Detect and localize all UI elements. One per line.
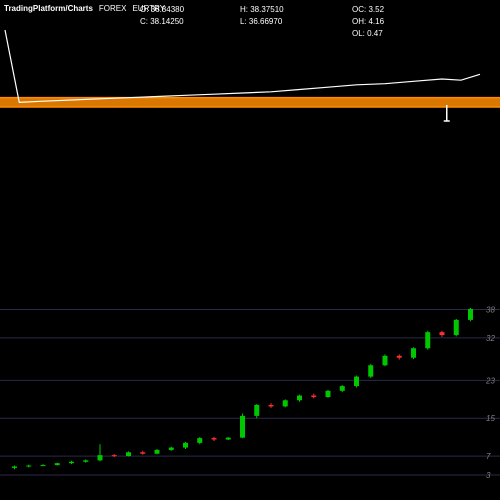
candle-body[interactable] xyxy=(112,455,117,456)
candle-body[interactable] xyxy=(454,320,459,335)
candle-body[interactable] xyxy=(311,396,316,397)
candle-body[interactable] xyxy=(26,466,31,467)
candle-body[interactable] xyxy=(254,405,259,416)
chart-container: 38 32 23 15 7 3 TradingPlatform/Charts FOREX … xyxy=(0,0,500,500)
platform-title: TradingPlatform/Charts xyxy=(4,4,93,13)
chart-svg[interactable]: 38 32 23 15 7 3 xyxy=(0,0,500,500)
candle-body[interactable] xyxy=(240,416,245,438)
candle-body[interactable] xyxy=(83,460,88,461)
y-axis-label: 23 xyxy=(485,376,495,385)
candle-body[interactable] xyxy=(12,466,17,467)
candle-body[interactable] xyxy=(297,396,302,401)
candle-body[interactable] xyxy=(140,452,145,453)
candle-body[interactable] xyxy=(169,448,174,450)
y-axis-label: 3 xyxy=(486,471,491,480)
y-axis-label: 15 xyxy=(486,414,495,423)
ohlc-ol: OL: 0.47 xyxy=(352,28,422,40)
symbol: EURTRY xyxy=(132,4,165,13)
candle-body[interactable] xyxy=(212,438,217,439)
instrument-type: FOREX xyxy=(99,4,127,13)
y-axis-label: 32 xyxy=(486,334,495,343)
candle-body[interactable] xyxy=(269,405,274,406)
ohlc-close: C: 38.14250 xyxy=(140,16,210,28)
candle-body[interactable] xyxy=(411,348,416,357)
candle-body[interactable] xyxy=(98,455,103,460)
candle-body[interactable] xyxy=(326,391,331,397)
ohlc-oh: OH: 4.16 xyxy=(352,16,422,28)
y-axis-label: 38 xyxy=(486,305,495,314)
y-axis-label: 7 xyxy=(486,452,491,461)
candle-body[interactable] xyxy=(155,450,160,454)
candle-body[interactable] xyxy=(197,438,202,443)
header-bar: TradingPlatform/Charts FOREX EURTRY xyxy=(4,4,496,13)
candle-body[interactable] xyxy=(55,463,60,465)
candle-body[interactable] xyxy=(425,332,430,348)
candle-body[interactable] xyxy=(226,438,231,440)
candle-body[interactable] xyxy=(397,356,402,358)
candle-body[interactable] xyxy=(383,356,388,365)
candle-body[interactable] xyxy=(69,462,74,463)
candle-body[interactable] xyxy=(354,377,359,386)
candle-body[interactable] xyxy=(368,365,373,376)
candle-body[interactable] xyxy=(468,309,473,320)
candle-body[interactable] xyxy=(126,452,131,456)
candle-body[interactable] xyxy=(283,400,288,406)
ohlc-low: L: 36.66970 xyxy=(240,16,310,28)
candle-body[interactable] xyxy=(183,443,188,448)
orange-band xyxy=(0,98,500,107)
candle-body[interactable] xyxy=(340,386,345,391)
candle-body[interactable] xyxy=(440,332,445,335)
candle-body[interactable] xyxy=(41,465,46,466)
